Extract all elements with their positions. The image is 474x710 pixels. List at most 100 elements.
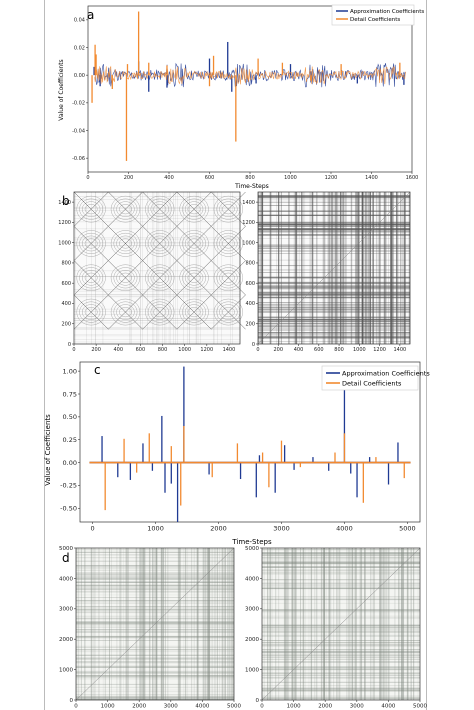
panel-d-left-x-tick-label: 5000 bbox=[227, 704, 241, 710]
panel-b-left-recurrence-ring bbox=[116, 201, 135, 217]
panel-d-right-y-tick-label: 2000 bbox=[245, 637, 259, 643]
panel-b-left-recurrence-ring bbox=[150, 235, 169, 252]
panel-b-left-recurrence-ring bbox=[182, 198, 206, 220]
panel-d-right-y-tick-label: 5000 bbox=[245, 546, 259, 552]
panel-c-x-tick-label: 3000 bbox=[273, 525, 290, 533]
panel-c-series-detail bbox=[89, 426, 411, 511]
panel-b-left-recurrence-ring bbox=[222, 307, 235, 318]
panel-b-right-y-tick-label: 600 bbox=[245, 281, 255, 287]
panel-b-left-recurrence-ring bbox=[182, 232, 206, 254]
panel-b-left-recurrence-ring bbox=[110, 195, 141, 223]
panel-d-left-heatmap-cells bbox=[75, 547, 235, 701]
panel-b-left-recurrence-ring bbox=[113, 232, 138, 254]
panel-b-left-diagonal bbox=[142, 226, 178, 261]
panel-b-right-x-tick-label: 1000 bbox=[353, 347, 366, 353]
panel-a-y-tick-label: 0.00 bbox=[74, 73, 85, 79]
panel-b-left-recurrence-ring bbox=[116, 270, 135, 286]
panel-b-left-x-tick-label: 1400 bbox=[223, 347, 236, 353]
panel-b-left-recurrence-ring bbox=[179, 264, 209, 291]
panel-a-x-tick-label: 1000 bbox=[284, 175, 297, 181]
panel-b-left-recurrence-ring bbox=[110, 298, 141, 326]
panel-b-right-heatmap-cells bbox=[257, 191, 411, 345]
panel-b-left-recurrence-ring bbox=[187, 307, 201, 318]
panel-b-left-recurrence-ring bbox=[184, 201, 204, 217]
panel-a-series-detail bbox=[91, 11, 406, 161]
panel-b-right-x-tick-label: 1400 bbox=[393, 347, 406, 353]
panel-c-legend-box bbox=[321, 365, 419, 391]
panel-a-line-chart: 0 200 400 600 800 1000 1200 1400 1600 -0.06 -0.04 -… bbox=[72, 5, 419, 181]
panel-d-left-y-tick-label: 1000 bbox=[59, 668, 73, 674]
panel-b-letter: b bbox=[62, 194, 70, 208]
panel-a-y-tick-label: 0.04 bbox=[74, 18, 85, 24]
panel-a-plot-frame bbox=[87, 5, 413, 173]
panel-c-x-tick-label: 4000 bbox=[336, 525, 353, 533]
panel-b-left-recurrence-ring bbox=[219, 270, 238, 286]
panel-b-left-diagonal bbox=[176, 226, 212, 261]
panel-b-left-recurrence-ring bbox=[219, 304, 238, 320]
panel-d-right-plot-frame bbox=[261, 547, 421, 701]
panel-b-right-plot-frame bbox=[257, 191, 411, 345]
panel-b-left-heatmap-cells bbox=[73, 191, 246, 344]
panel-a-y-tick-label: -0.02 bbox=[72, 101, 85, 107]
panel-b-left-recurrence-ring bbox=[150, 201, 169, 217]
panel-b-right-y-tick-label: 800 bbox=[245, 261, 255, 267]
panel-c-x-tick-label: 5000 bbox=[399, 525, 416, 533]
panel-b-left-diagonal bbox=[142, 191, 178, 227]
panel-b-left-diagonal bbox=[108, 294, 143, 330]
panel-a-legend-box bbox=[331, 4, 415, 26]
panel-c-y-tick-label: 0.75 bbox=[63, 390, 77, 398]
panel-d-left-y-tick-label: 3000 bbox=[59, 607, 73, 613]
panel-b-left-recurrence-ring bbox=[145, 230, 175, 257]
panel-b-left-diagonal bbox=[176, 191, 212, 227]
panel-b-left-plot-frame bbox=[73, 191, 241, 345]
panel-c-y-tick-label: 0.25 bbox=[63, 436, 77, 444]
panel-b-left-y-tick-label: 0 bbox=[68, 342, 71, 348]
panel-b-left-recurrence-ring bbox=[187, 272, 201, 283]
panel-c-x-tick-label: 0 bbox=[91, 525, 95, 533]
panel-d-right-y-tick-label: 1000 bbox=[245, 668, 259, 674]
panel-b-left-recurrence-ring bbox=[150, 270, 169, 286]
panel-a-y-tick-label: 0.02 bbox=[74, 45, 85, 51]
panel-a-x-tick-label: 800 bbox=[245, 175, 255, 181]
panel-b-left-diagonal bbox=[108, 191, 143, 227]
panel-b-left-recurrence-ring bbox=[179, 195, 209, 223]
panel-c-plot-frame bbox=[79, 361, 421, 523]
panel-b-left-recurrence-ring bbox=[150, 304, 169, 320]
panel-d-right-y-tick-label: 3000 bbox=[245, 607, 259, 613]
panel-b-left-y-tick-label: 1200 bbox=[58, 220, 71, 226]
panel-b-right-y-tick-label: 200 bbox=[245, 321, 255, 327]
panel-a-series-approximation bbox=[93, 41, 406, 92]
panel-d-right-y-tick-label: 0 bbox=[256, 698, 260, 704]
panel-b-left-recurrence-ring bbox=[113, 198, 138, 220]
panel-a-y-tick-label: -0.06 bbox=[72, 156, 85, 162]
panel-c-y-tick-label: 0.50 bbox=[63, 413, 77, 421]
panel-c-y-tick-label: -0.25 bbox=[60, 482, 77, 490]
panel-a-x-tick-label: 1600 bbox=[406, 175, 419, 181]
panel-a-legend: Approximation Coefficients Detail Coeffi… bbox=[331, 4, 424, 26]
panel-d-left-y-tick-label: 2000 bbox=[59, 637, 73, 643]
panel-b-left-recurrence-ring bbox=[182, 301, 206, 323]
panel-b-left-recurrence-ring bbox=[110, 264, 141, 291]
panel-c-y-tick-label: 0.00 bbox=[63, 459, 77, 467]
panel-b-left-diagonal bbox=[176, 294, 212, 330]
panel-d-left-diagonal bbox=[75, 547, 235, 701]
panel-c-legend-approx-label: Approximation Coefficients bbox=[342, 370, 430, 378]
panel-d-left-x-tick-label: 0 bbox=[74, 704, 78, 710]
panel-d-left-x-tick-label: 2000 bbox=[132, 704, 146, 710]
panel-b-left-x-tick-label: 400 bbox=[113, 347, 123, 353]
panel-d-right-y-tick-label: 4000 bbox=[245, 576, 259, 582]
panel-d-left-recurrence-plot: 0 1000 2000 3000 4000 5000 0 1000 2000 3000 4000 50… bbox=[59, 546, 241, 710]
panel-a-y-label: Value of Coefficients bbox=[58, 59, 65, 120]
panel-b-left-recurrence-ring bbox=[145, 298, 175, 326]
panel-b-right-y-tick-label: 1000 bbox=[242, 240, 255, 246]
panel-d-right-recurrence-plot: 0 1000 2000 3000 4000 5000 0 1000 2000 3000 4000 50… bbox=[245, 546, 427, 710]
panel-d-left-y-tick-label: 0 bbox=[70, 698, 74, 704]
panel-b-left-recurrence-plot: 0 200 400 600 800 1000 1200 1400 0 200 400 600 800 10… bbox=[58, 191, 246, 353]
panel-b-left-recurrence-ring bbox=[184, 235, 204, 252]
panel-b-left-y-tick-label: 1000 bbox=[58, 240, 71, 246]
panel-b-left-x-tick-label: 600 bbox=[136, 347, 146, 353]
panel-a-x-label: Time-Steps bbox=[234, 183, 269, 190]
panel-b-left-x-tick-label: 200 bbox=[91, 347, 101, 353]
panel-b-right-diagonal bbox=[257, 191, 411, 345]
